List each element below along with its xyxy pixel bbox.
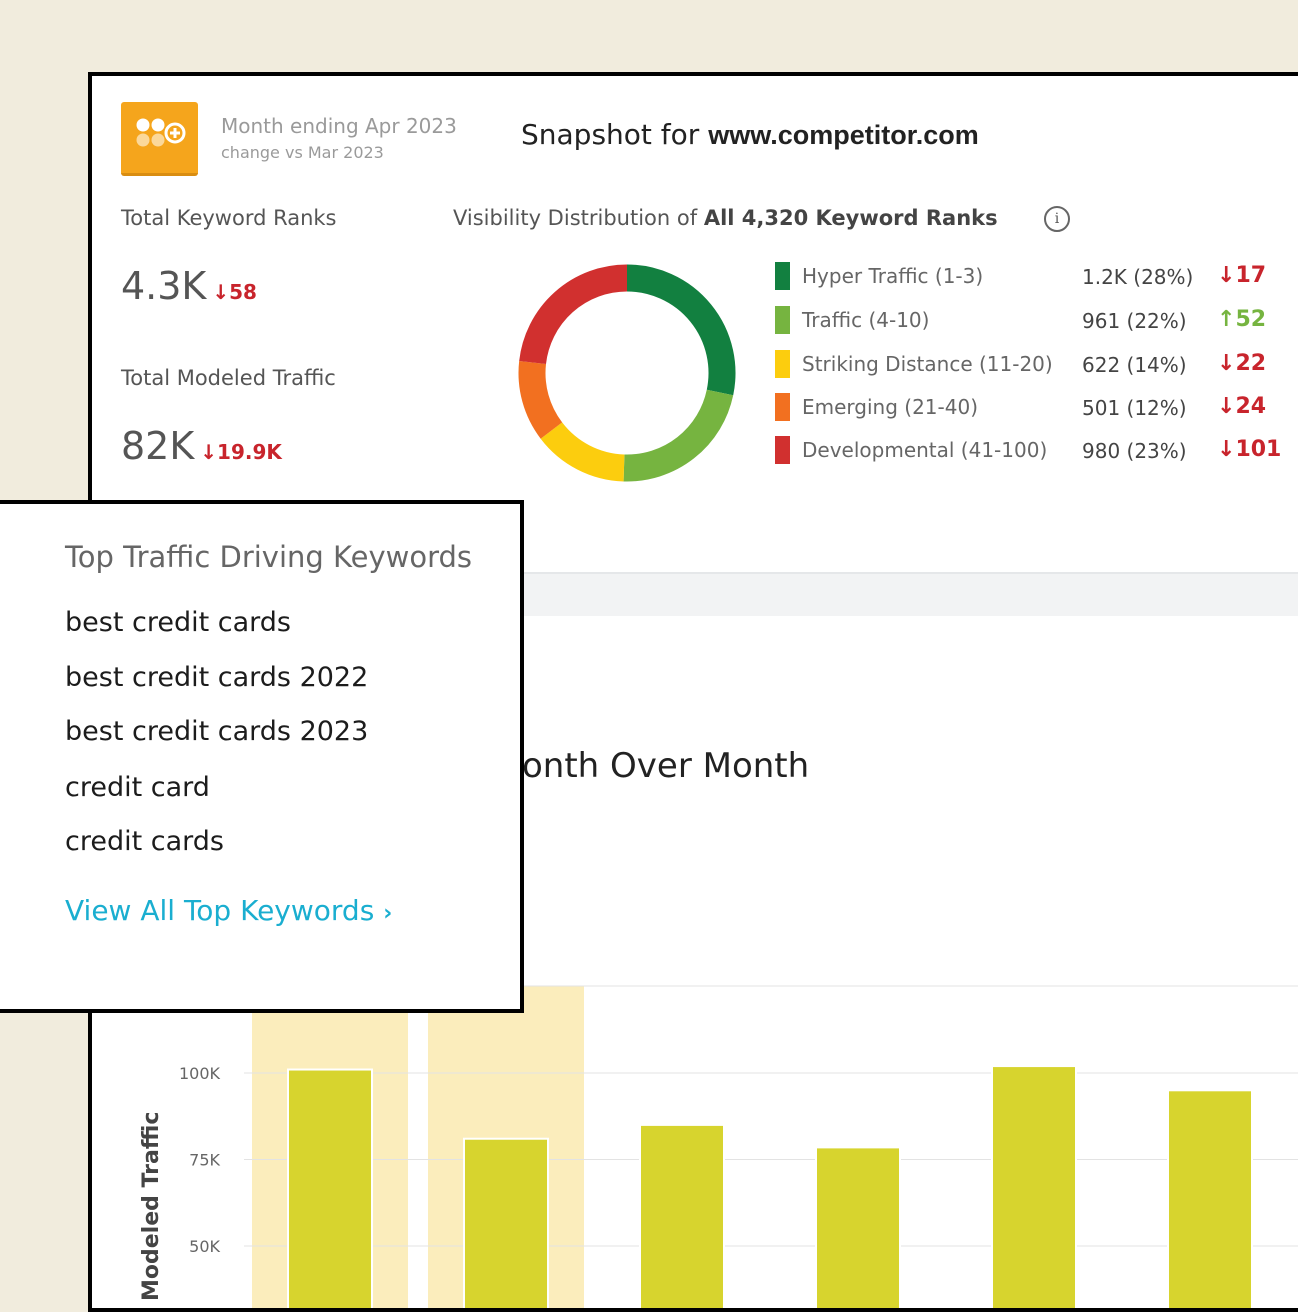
total-keyword-ranks-label: Total Keyword Ranks: [121, 206, 337, 230]
legend-delta: ↓24: [1217, 394, 1266, 419]
arrow-down-icon: ↓: [1217, 351, 1236, 376]
legend-count: 622 (14%): [1082, 353, 1187, 377]
arrow-down-icon: ↓: [200, 440, 218, 464]
arrow-up-icon: ↑: [1217, 307, 1236, 332]
visibility-title-bold: All 4,320 Keyword Ranks: [703, 206, 998, 230]
visibility-title-prefix: Visibility Distribution of: [453, 206, 698, 230]
legend-swatch: [775, 306, 790, 334]
legend-delta: ↓101: [1217, 437, 1281, 462]
bar[interactable]: [463, 1137, 549, 1312]
traffic-delta-value: 19.9K: [217, 440, 282, 464]
bar[interactable]: [991, 1065, 1077, 1312]
total-modeled-traffic: 82K ↓19.9K: [121, 424, 282, 468]
arrow-down-icon: ↓: [1217, 263, 1236, 288]
app-logo: [121, 102, 198, 176]
legend-swatch: [775, 262, 790, 290]
top-keywords-card: [0, 500, 524, 1013]
ranks-delta: ↓58: [212, 280, 257, 304]
legend-label: Developmental (41-100): [802, 438, 1048, 462]
legend-row[interactable]: Hyper Traffic (1-3) 1.2K (28%) ↓17: [775, 262, 1298, 292]
keyword-item[interactable]: best credit cards 2022: [65, 662, 369, 693]
legend-label: Hyper Traffic (1-3): [802, 264, 984, 288]
ranks-delta-value: 58: [229, 280, 257, 304]
visibility-title: Visibility Distribution of All 4,320 Key…: [453, 206, 998, 230]
arrow-down-icon: ↓: [212, 280, 230, 304]
legend-delta: ↓22: [1217, 351, 1266, 376]
legend-count: 501 (12%): [1082, 396, 1187, 420]
total-keyword-ranks-value: 4.3K: [121, 264, 207, 308]
donut-slice[interactable]: [518, 360, 563, 439]
legend-swatch: [775, 350, 790, 378]
y-tick-label: 75K: [189, 1151, 220, 1170]
modeled-traffic-bar-chart: 50K 75K 100K Modeled Traffic: [139, 985, 1298, 1312]
chevron-right-icon: ›: [383, 901, 393, 926]
bar[interactable]: [1167, 1089, 1253, 1312]
donut-slice[interactable]: [519, 264, 628, 365]
y-tick-label: 50K: [189, 1237, 220, 1256]
snapshot-domain: www.competitor.com: [708, 120, 979, 150]
keyword-item[interactable]: best credit cards 2023: [65, 716, 369, 747]
legend-row[interactable]: Emerging (21-40) 501 (12%) ↓24: [775, 393, 1298, 423]
legend-delta-value: 101: [1235, 437, 1282, 462]
period-comparison: change vs Mar 2023: [221, 143, 384, 162]
keyword-item[interactable]: credit card: [65, 772, 210, 803]
legend-label: Striking Distance (11-20): [802, 352, 1053, 376]
logo-icon: [136, 118, 186, 147]
legend-count: 980 (23%): [1082, 439, 1187, 463]
legend-swatch: [775, 436, 790, 464]
period-title: Month ending Apr 2023: [221, 114, 457, 138]
traffic-delta: ↓19.9K: [200, 440, 282, 464]
legend-count: 961 (22%): [1082, 309, 1187, 333]
keyword-item[interactable]: best credit cards: [65, 607, 291, 638]
top-keywords-title: Top Traffic Driving Keywords: [65, 540, 473, 574]
legend-count: 1.2K (28%): [1082, 265, 1194, 289]
chart-heading: onth Over Month: [522, 746, 810, 786]
total-modeled-traffic-value: 82K: [121, 424, 195, 468]
y-axis-label: Modeled Traffic: [139, 1112, 164, 1301]
arrow-down-icon: ↓: [1217, 394, 1236, 419]
bar[interactable]: [287, 1068, 373, 1312]
legend-label: Traffic (4-10): [802, 308, 930, 332]
donut-slice[interactable]: [626, 264, 736, 396]
legend-delta-value: 22: [1235, 351, 1267, 376]
donut-slice[interactable]: [623, 389, 734, 482]
legend-delta-value: 24: [1235, 394, 1267, 419]
legend-row[interactable]: Striking Distance (11-20) 622 (14%) ↓22: [775, 350, 1298, 380]
y-tick-label: 100K: [179, 1064, 221, 1083]
snapshot-title: Snapshot for www.competitor.com: [521, 118, 979, 151]
arrow-down-icon: ↓: [1217, 437, 1236, 462]
visibility-donut-chart: [518, 264, 736, 482]
legend-row[interactable]: Developmental (41-100) 980 (23%) ↓101: [775, 436, 1298, 466]
bar[interactable]: [639, 1123, 725, 1312]
legend-swatch: [775, 393, 790, 421]
legend-row[interactable]: Traffic (4-10) 961 (22%) ↑52: [775, 306, 1298, 336]
view-all-keywords-label: View All Top Keywords: [65, 894, 375, 927]
view-all-keywords-link[interactable]: View All Top Keywords ›: [65, 894, 392, 927]
legend-delta: ↓17: [1217, 263, 1266, 288]
bar[interactable]: [815, 1146, 901, 1312]
legend-delta-value: 17: [1235, 263, 1267, 288]
info-icon[interactable]: i: [1044, 206, 1070, 232]
keyword-item[interactable]: credit cards: [65, 826, 224, 857]
donut-slice[interactable]: [540, 421, 625, 482]
snapshot-prefix: Snapshot for: [521, 118, 700, 151]
legend-label: Emerging (21-40): [802, 395, 978, 419]
total-modeled-traffic-label: Total Modeled Traffic: [121, 366, 336, 390]
legend-delta-value: 52: [1235, 307, 1267, 332]
legend-delta: ↑52: [1217, 307, 1266, 332]
total-keyword-ranks: 4.3K ↓58: [121, 264, 257, 308]
